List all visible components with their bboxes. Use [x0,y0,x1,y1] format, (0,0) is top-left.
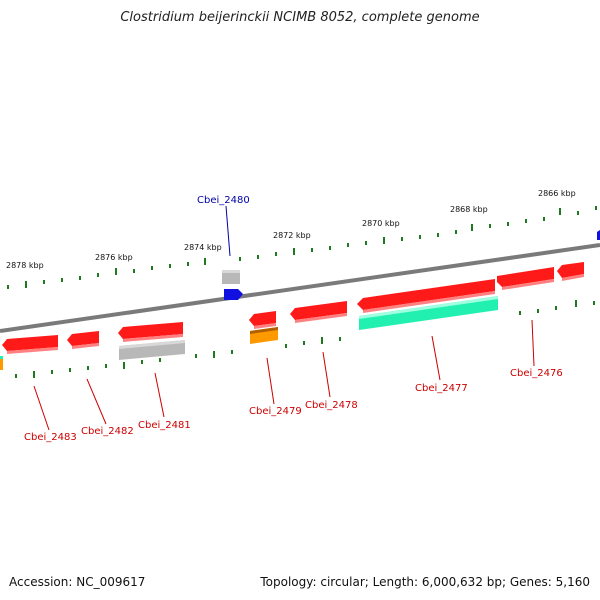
gene-cbei-2477 [357,279,495,310]
scale-label-2878: 2878 kbp [6,261,44,270]
gene-cbei-2483 [2,335,58,351]
genome-summary-text: Topology: circular; Length: 6,000,632 bp… [260,575,590,589]
inner-genes [0,262,584,370]
label-cbei-2479: Cbei_2479 [249,406,302,417]
gene-right-edge-blue [597,230,600,240]
outer-tick-ring [7,206,597,289]
map-title: Clostridium beijerinckii NCIMB 8052, com… [120,10,480,25]
label-cbei-2481: Cbei_2481 [138,420,191,431]
gene-cbei-2478 [290,301,347,320]
scale-label-2868: 2868 kbp [450,205,488,214]
scale-label-2876: 2876 kbp [95,253,133,262]
scale-label-2874: 2874 kbp [184,243,222,252]
genome-backbone [0,243,600,333]
gene-cbei-2480 [224,289,243,300]
label-cbei-2477: Cbei_2477 [415,383,468,394]
label-cbei-2476: Cbei_2476 [510,368,563,379]
gene-right-edge-red [557,262,584,278]
label-cbei-2478: Cbei_2478 [305,400,358,411]
outer-genes [222,230,600,300]
scale-label-2872: 2872 kbp [273,231,311,240]
leader-lines [33,205,535,431]
gene-cbei-2480-upper [222,270,240,284]
scale-label-2870: 2870 kbp [362,219,400,228]
gene-cbei-2482 [67,331,99,346]
label-cbei-2482: Cbei_2482 [81,426,134,437]
label-cbei-2480: Cbei_2480 [197,195,250,206]
label-cbei-2483: Cbei_2483 [24,432,77,443]
accession-text: Accession: NC_009617 [9,575,146,589]
gene-cbei-2479 [249,311,276,326]
gene-cbei-2476 [497,267,554,287]
scale-label-2866: 2866 kbp [538,189,576,198]
gene-cbei-2481 [118,322,183,339]
gene-cbei-2477-teal [359,296,498,330]
gene-left-edge-orange [0,356,3,370]
inner-tick-ring [15,300,595,378]
